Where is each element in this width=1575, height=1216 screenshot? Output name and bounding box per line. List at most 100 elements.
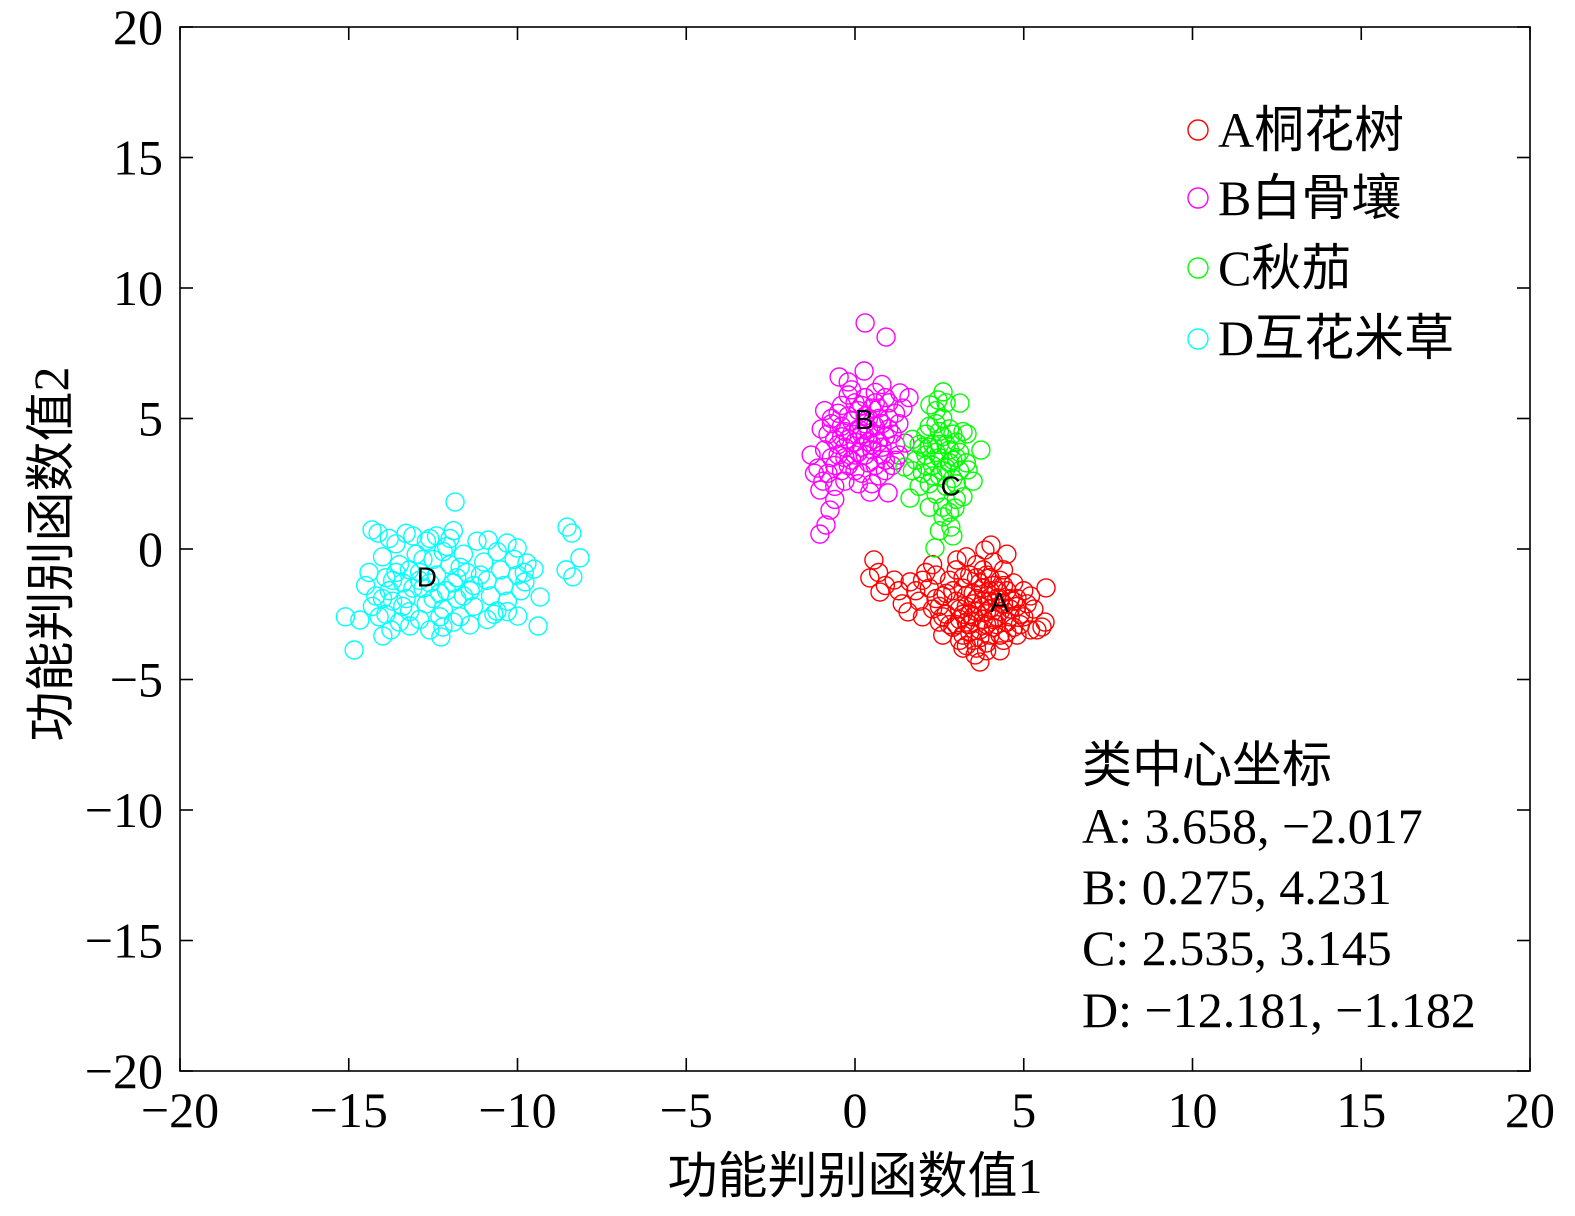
scatter-point-d — [497, 591, 518, 611]
legend-label-b: B白骨壤 — [1218, 170, 1401, 226]
scatter-point-c — [939, 440, 960, 460]
scatter-point-b — [868, 408, 889, 429]
scatter-point-b — [828, 445, 848, 465]
scatter-point-c — [939, 502, 960, 523]
scatter-point-d — [382, 570, 403, 591]
centroid-coordinates-annotation: 类中心坐标 A: 3.658, −2.017 B: 0.275, 4.231 C… — [1082, 737, 1476, 1038]
scatter-point-a — [912, 607, 933, 627]
scatter-point-c — [900, 488, 920, 508]
scatter-point-b — [811, 419, 831, 439]
scatter-point-a — [981, 535, 1001, 555]
scatter-point-a — [1032, 617, 1052, 637]
scatter-point-d — [379, 528, 399, 549]
scatter-point-d — [463, 596, 484, 617]
scatter-point-a — [980, 591, 1000, 611]
x-tick-labels: −20 −15 −10 −5 0 5 10 15 20 — [141, 1082, 1555, 1138]
scatter-point-a — [922, 554, 943, 575]
scatter-point-d — [570, 548, 590, 568]
scatter-point-c — [916, 455, 936, 476]
scatter-point-c — [939, 419, 960, 439]
scatter-point-d — [440, 528, 460, 549]
scatter-point-d — [382, 591, 403, 611]
scatter-point-b — [821, 408, 842, 429]
legend-marker-a — [1187, 119, 1209, 141]
legend-label-c: C秋茄 — [1218, 240, 1351, 296]
scatter-point-b — [838, 406, 858, 426]
annotation-line-a: A: 3.658, −2.017 — [1082, 798, 1423, 854]
scatter-point-d — [515, 572, 535, 592]
scatter-point-d — [368, 523, 388, 543]
scatter-point-a — [1024, 599, 1044, 619]
scatter-point-d — [431, 627, 451, 647]
scatter-point-a — [997, 544, 1017, 564]
scatter-point-b — [821, 414, 842, 434]
scatter-point-c — [909, 434, 929, 455]
legend-marker-c — [1187, 257, 1209, 279]
scatter-point-c — [920, 395, 940, 415]
legend: A桐花树 B白骨壤 C秋茄 D互花米草 — [1187, 102, 1454, 366]
y-tick-label: 0 — [138, 521, 163, 577]
scatter-point-d — [373, 626, 393, 646]
scatter-point-d — [528, 616, 548, 636]
series-a — [860, 535, 1056, 672]
scatter-point-d — [504, 549, 524, 570]
legend-item-a: A桐花树 — [1187, 102, 1404, 158]
scatter-point-b — [804, 463, 825, 484]
scatter-point-d — [450, 607, 470, 627]
scatter-point-d — [453, 544, 474, 564]
scatter-point-d — [470, 565, 491, 585]
scatter-point-a — [909, 591, 929, 611]
scatter-point-c — [926, 484, 946, 504]
scatter-point-b — [831, 427, 852, 447]
scatter-point-d — [430, 607, 450, 627]
scatter-point-b — [875, 387, 896, 408]
scatter-point-b — [862, 474, 882, 494]
scatter-point-d — [396, 523, 416, 544]
scatter-point-c — [936, 393, 956, 413]
legend-item-b: B白骨壤 — [1187, 170, 1401, 226]
scatter-point-b — [829, 367, 849, 387]
scatter-point-b — [841, 380, 862, 400]
scatter-point-b — [890, 383, 910, 403]
scatter-point-d — [530, 587, 550, 607]
scatter-point-a — [970, 628, 990, 648]
scatter-point-c — [919, 497, 939, 517]
scatter-point-c — [902, 429, 923, 450]
scatter-point-b — [808, 458, 828, 478]
scatter-point-b — [801, 445, 821, 465]
x-tick-label: 20 — [1505, 1082, 1555, 1138]
x-tick-label: −15 — [310, 1082, 388, 1138]
scatter-point-d — [508, 606, 528, 626]
scatter-point-b — [841, 424, 862, 444]
scatter-point-d — [557, 517, 577, 537]
scatter-point-c — [929, 521, 950, 541]
scatter-point-c — [919, 416, 939, 437]
scatter-point-d — [350, 610, 370, 630]
scatter-point-c — [922, 455, 943, 476]
scatter-point-c — [929, 421, 950, 442]
x-axis-label: 功能判别函数值1 — [668, 1148, 1043, 1204]
scatter-point-c — [941, 517, 961, 537]
x-tick-label: −20 — [141, 1082, 219, 1138]
scatter-point-d — [433, 541, 453, 562]
scatter-point-b — [872, 374, 892, 395]
y-axis-label: 功能判别函数值2 — [23, 367, 79, 742]
scatter-point-a — [870, 582, 890, 602]
y-tick-label: −20 — [85, 1043, 163, 1099]
scatter-point-a — [953, 568, 973, 588]
scatter-point-a — [956, 547, 977, 567]
x-tick-label: −5 — [660, 1082, 713, 1138]
scatter-point-a — [868, 562, 889, 583]
scatter-point-b — [879, 408, 899, 429]
scatter-point-d — [393, 596, 413, 617]
scatter-point-c — [971, 440, 991, 460]
scatter-point-c — [949, 442, 970, 463]
scatter-point-c — [957, 424, 977, 444]
scatter-point-c — [933, 507, 953, 527]
scatter-point-a — [976, 614, 997, 635]
scatter-point-a — [976, 641, 997, 661]
axis-ticks — [179, 26, 1531, 1072]
scatter-point-a — [1007, 588, 1027, 609]
scatter-point-a — [1036, 578, 1056, 598]
y-tick-label: −10 — [85, 782, 163, 838]
